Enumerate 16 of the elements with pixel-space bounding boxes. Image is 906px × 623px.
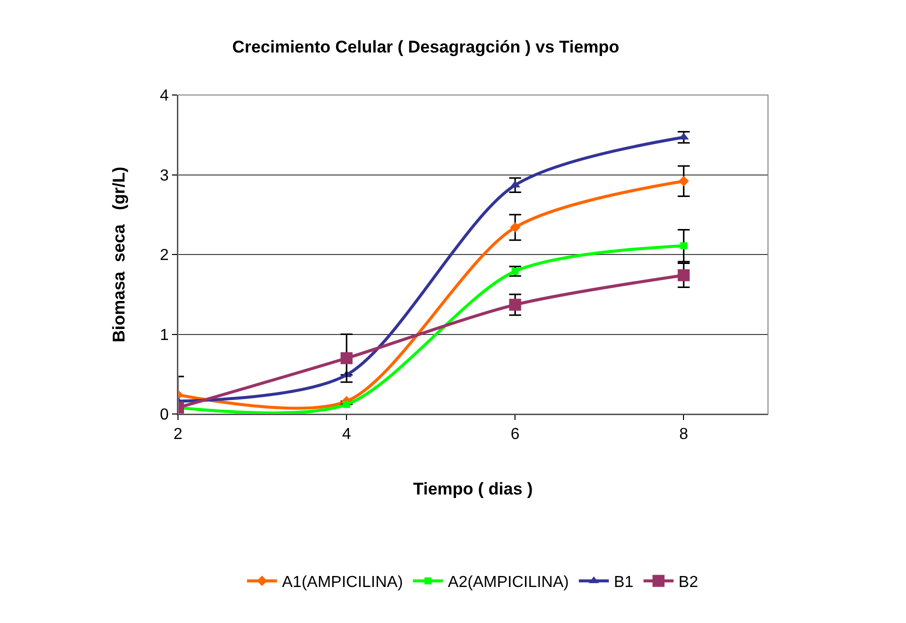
x-tick-label: 4 [342, 426, 352, 444]
legend-label: B1 [614, 574, 634, 592]
y-tick-label: 1 [160, 326, 169, 344]
x-axis-title: Tiempo ( dias ) [413, 480, 533, 499]
chart-title: Crecimiento Celular ( Desagragción ) vs Tiempo [232, 37, 620, 56]
y-tick-label: 4 [160, 88, 169, 105]
y-axis-title: Biomasa seca (gr/L) [109, 166, 128, 342]
y-tick-label: 0 [160, 406, 169, 424]
legend-label: A1(AMPICILINA) [282, 574, 403, 592]
x-tick-label: 6 [510, 426, 520, 444]
x-tick-label: 2 [174, 426, 183, 444]
y-tick-label: 2 [160, 247, 169, 264]
legend-label: B2 [678, 574, 698, 592]
y-tick-label: 3 [160, 167, 169, 184]
x-tick-label: 8 [679, 426, 688, 444]
legend-label: A2(AMPICILINA) [448, 574, 569, 592]
